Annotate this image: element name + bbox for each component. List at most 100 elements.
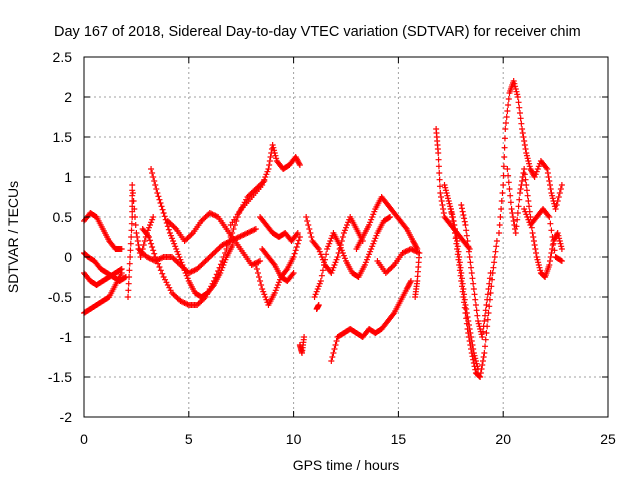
data-point [406, 280, 413, 287]
data-point [294, 230, 301, 236]
data-point [328, 235, 335, 242]
data-point [212, 274, 219, 281]
data-point [512, 230, 519, 236]
data-point [290, 254, 297, 260]
data-point [531, 174, 538, 180]
data-point [497, 214, 504, 220]
data-point [329, 267, 336, 274]
series-track-t [374, 246, 423, 300]
data-point [240, 232, 247, 238]
series-track-s [353, 194, 421, 252]
data-point [501, 144, 508, 151]
data-point [388, 264, 395, 271]
data-point [339, 250, 346, 256]
data-point [402, 224, 409, 231]
data-point [486, 303, 493, 310]
data-point [271, 147, 278, 154]
data-point [181, 300, 188, 306]
data-point [512, 86, 519, 92]
data-point [181, 238, 188, 244]
data-point [458, 278, 465, 284]
data-point [480, 354, 487, 360]
data-point [527, 166, 534, 172]
data-point [485, 286, 492, 292]
data-point [148, 166, 155, 172]
data-point [332, 259, 339, 266]
y-tick-label: 2.5 [53, 49, 73, 65]
data-point [157, 267, 164, 274]
data-point [454, 246, 461, 252]
data-point [461, 215, 468, 222]
data-point [195, 300, 202, 307]
data-point [556, 238, 563, 244]
data-point [144, 232, 151, 239]
data-point [537, 267, 544, 274]
data-point [169, 254, 176, 260]
data-point [481, 350, 488, 356]
data-point [177, 298, 184, 304]
data-point [523, 182, 530, 188]
data-point [532, 246, 539, 252]
data-point [459, 288, 466, 295]
data-point [512, 226, 519, 232]
data-point [127, 240, 134, 247]
data-point [171, 292, 178, 299]
data-point [263, 171, 270, 178]
data-point [159, 254, 166, 261]
data-point [482, 336, 489, 343]
data-point [151, 178, 158, 184]
data-point [535, 163, 542, 170]
data-point [183, 236, 190, 243]
data-point [545, 174, 552, 180]
data-point [548, 227, 555, 234]
data-point [252, 262, 259, 268]
data-point [402, 248, 409, 255]
data-point [529, 230, 536, 236]
data-point [519, 178, 526, 184]
data-point [153, 186, 160, 192]
data-point [314, 286, 321, 292]
data-point [367, 248, 374, 255]
data-point [121, 274, 128, 281]
data-point [487, 290, 494, 296]
data-point [507, 199, 514, 206]
data-point [320, 262, 327, 268]
data-point [436, 176, 443, 183]
data-point [505, 102, 512, 108]
data-point [328, 270, 335, 276]
data-point [405, 283, 412, 290]
data-point [128, 227, 135, 234]
data-point [181, 267, 188, 274]
data-point [158, 203, 165, 210]
data-point [519, 126, 526, 132]
data-point [469, 353, 476, 360]
data-point [220, 241, 227, 248]
data-point [145, 234, 152, 240]
data-point [259, 286, 266, 292]
y-tick-label: 2 [64, 89, 72, 105]
data-point [262, 174, 269, 180]
data-point [177, 256, 184, 263]
data-point [257, 278, 264, 284]
data-point [340, 230, 347, 236]
data-point [414, 249, 421, 256]
data-point [154, 190, 161, 196]
data-point [479, 328, 486, 335]
x-tick-label: 5 [185, 431, 193, 447]
data-point [296, 162, 303, 168]
data-point [261, 291, 268, 298]
data-point [275, 279, 282, 286]
data-point [230, 226, 237, 232]
series-track-v [441, 182, 482, 372]
data-point [250, 227, 257, 234]
data-point [412, 248, 419, 254]
data-point [466, 338, 473, 344]
data-point [373, 232, 380, 239]
data-point [480, 323, 487, 330]
data-point [546, 178, 553, 184]
data-point [491, 259, 498, 266]
data-point [528, 167, 535, 174]
data-point [442, 184, 449, 191]
data-point [319, 267, 326, 274]
data-point [206, 254, 213, 260]
